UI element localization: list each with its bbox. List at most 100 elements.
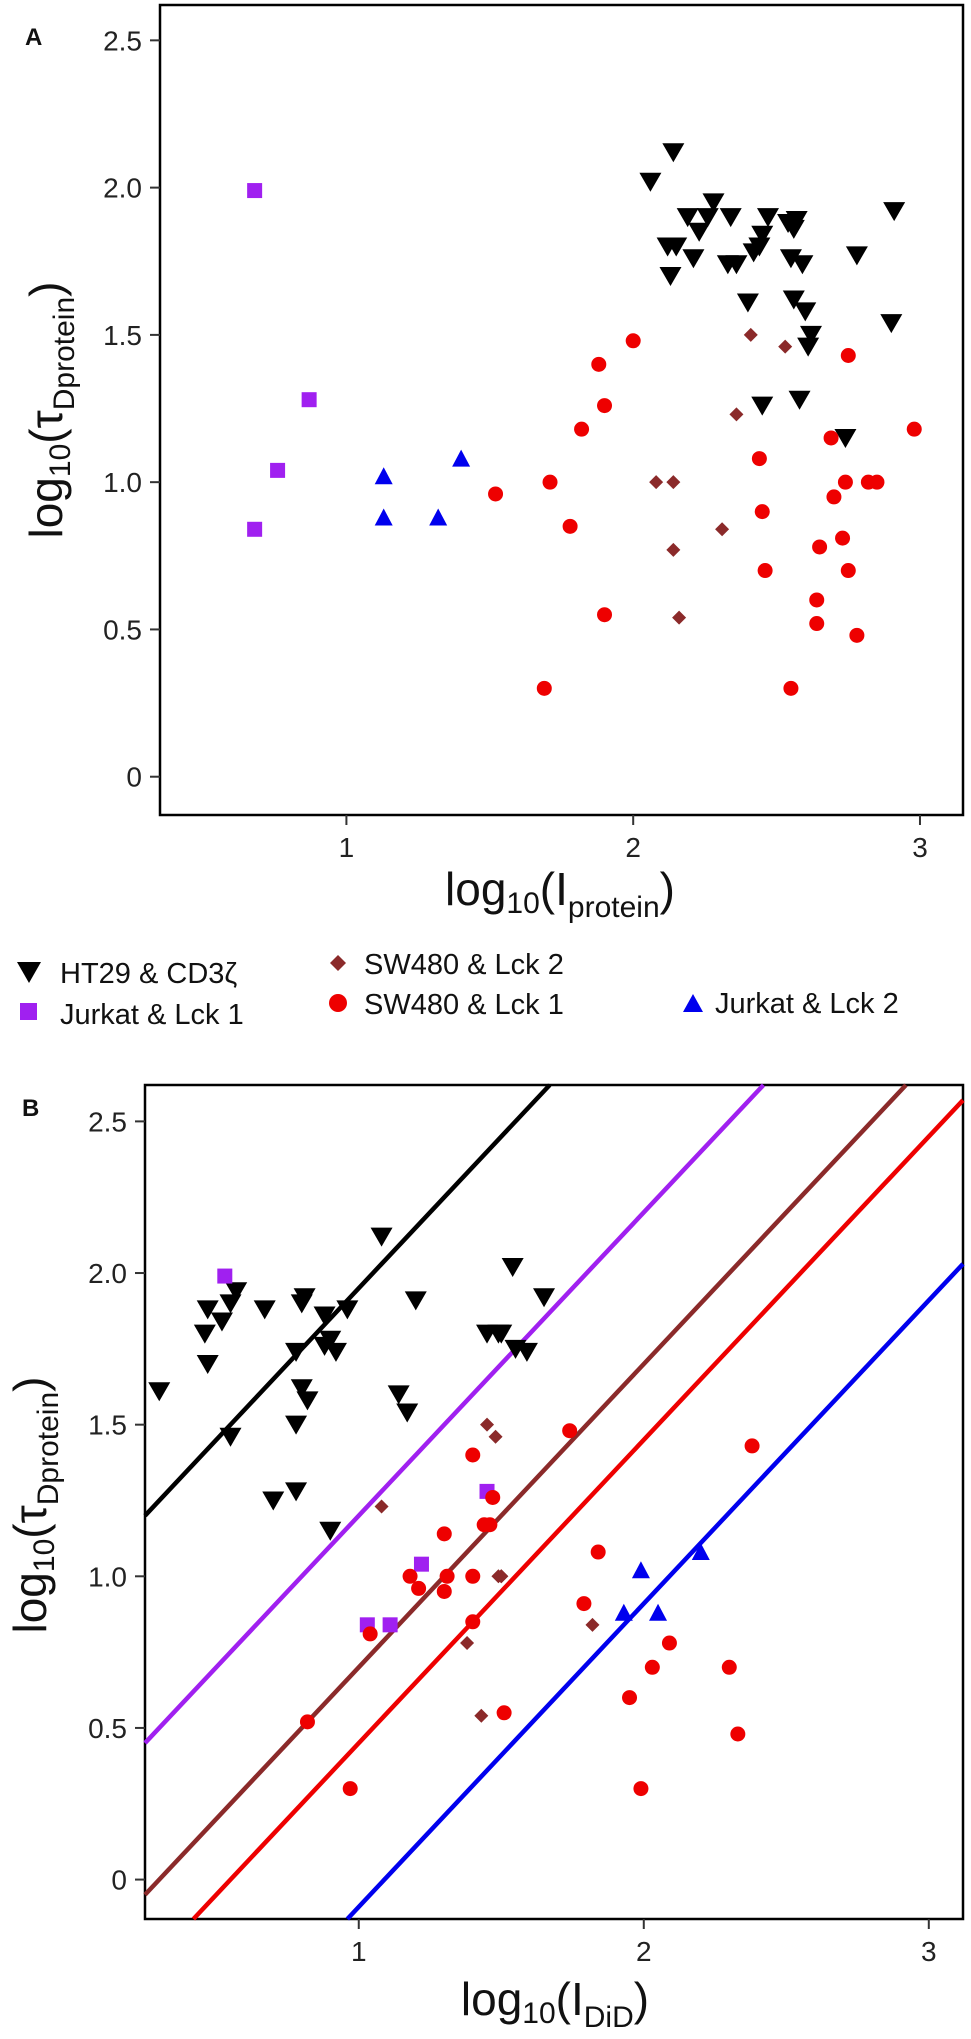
panel-a-point-ht29 xyxy=(834,428,857,448)
panel-a-point-ht29 xyxy=(639,172,662,192)
panel-b-point-ht29 xyxy=(290,1379,313,1399)
panel-a-point-sw480_1 xyxy=(823,430,839,446)
panel-b-point-ht29 xyxy=(533,1288,556,1308)
panel-a-point-sw480_1 xyxy=(835,530,851,546)
panel-b-point-sw480_1 xyxy=(485,1489,501,1505)
panel-b-point-sw480_2 xyxy=(474,1708,489,1723)
panel-a-point-ht29 xyxy=(659,266,682,286)
panel-b-point-jurkat2 xyxy=(631,1561,650,1579)
panel-b-y-tick-label: 1.5 xyxy=(88,1410,127,1441)
panel-b-fit-lines xyxy=(143,1083,965,1921)
panel-b-tag: B xyxy=(22,1095,39,1122)
panel-b-point-ht29 xyxy=(253,1300,276,1320)
panel-b-point-sw480_2 xyxy=(585,1617,600,1632)
panel-a-point-jurkat1 xyxy=(301,392,317,408)
panel-a: A 0 0.5 1.0 1.5 2.0 2.5 1 2 3 log10(Iprotein) l… xyxy=(20,3,965,924)
square-icon xyxy=(20,1003,37,1020)
panel-b-point-ht29 xyxy=(148,1382,171,1402)
panel-b-point-sw480_1 xyxy=(362,1626,378,1642)
panel-a-point-sw480_1 xyxy=(574,421,590,437)
panel-b-fit-line-jurkat2 xyxy=(345,1262,965,1921)
panel-a-point-sw480_1 xyxy=(840,563,856,579)
panel-b-point-sw480_2 xyxy=(460,1636,475,1651)
panel-b-point-jurkat2 xyxy=(614,1603,633,1621)
panel-a-point-ht29 xyxy=(788,390,811,410)
panel-a-point-sw480_2 xyxy=(715,522,730,537)
panel-b-point-sw480_1 xyxy=(439,1568,455,1584)
panel-a-point-ht29 xyxy=(725,255,748,275)
panel-b-point-ht29 xyxy=(404,1291,427,1311)
legend-label-sw480-1: SW480 & Lck 1 xyxy=(364,989,564,1021)
legend-label-jurkat2: Jurkat & Lck 2 xyxy=(715,988,899,1020)
panel-b-point-jurkat1 xyxy=(413,1556,429,1572)
panel-b-point-sw480_1 xyxy=(402,1568,418,1584)
panel-a-point-sw480_1 xyxy=(751,451,767,467)
panel-b-point-sw480_1 xyxy=(465,1568,481,1584)
panel-a-point-sw480_1 xyxy=(757,563,773,579)
triangle-down-icon xyxy=(17,962,41,983)
panel-a-point-jurkat2 xyxy=(374,467,393,485)
panel-a-point-sw480_2 xyxy=(666,475,681,490)
panel-b-point-ht29 xyxy=(285,1342,308,1362)
panel-a-y-tick-label: 2.0 xyxy=(103,173,142,204)
panel-b-point-sw480_2 xyxy=(480,1417,495,1432)
panel-b-point-sw480_2 xyxy=(494,1569,509,1584)
panel-a-point-ht29 xyxy=(662,143,685,163)
panel-b-point-ht29 xyxy=(501,1257,524,1277)
panel-b-fit-line-sw480_1 xyxy=(191,1098,965,1921)
panel-a-point-jurkat1 xyxy=(247,521,263,537)
panel-b-y-tick-label: 0 xyxy=(111,1865,127,1896)
panel-a-point-sw480_1 xyxy=(809,616,825,632)
panel-b-point-ht29 xyxy=(319,1521,342,1541)
panel-a-point-ht29 xyxy=(883,202,906,222)
panel-b-point-sw480_1 xyxy=(299,1714,315,1730)
panel-b-point-ht29 xyxy=(515,1342,538,1362)
panel-b-point-jurkat2 xyxy=(649,1603,668,1621)
panel-b-point-sw480_1 xyxy=(411,1580,427,1596)
legend-label-ht29: HT29 & CD3ζ xyxy=(60,958,237,990)
panel-a-point-sw480_2 xyxy=(666,542,681,557)
panel-b-x-tick-label: 2 xyxy=(636,1936,652,1967)
legend-item-jurkat1: Jurkat & Lck 1 xyxy=(20,999,244,1031)
panel-b-plot-frame xyxy=(143,1083,965,1921)
panel-a-point-ht29 xyxy=(682,249,705,269)
panel-a-y-axis-label: log10(τDprotein) xyxy=(20,282,81,539)
panel-a-point-jurkat2 xyxy=(452,449,471,467)
legend-item-jurkat2: Jurkat & Lck 2 xyxy=(683,988,899,1020)
panel-a-point-sw480_1 xyxy=(625,333,641,349)
panel-a-point-ht29 xyxy=(791,255,814,275)
panel-a-point-ht29 xyxy=(800,325,823,345)
panel-a-point-ht29 xyxy=(748,237,771,257)
panel-b-point-ht29 xyxy=(193,1324,216,1344)
panel-a-point-ht29 xyxy=(719,208,742,228)
panel-a-point-sw480_2 xyxy=(672,610,687,625)
panel-a-point-sw480_1 xyxy=(536,680,552,696)
panel-a-point-ht29 xyxy=(756,208,779,228)
panel-a-point-sw480_1 xyxy=(591,356,607,372)
panel-a-point-ht29 xyxy=(797,337,820,357)
panel-a-point-sw480_1 xyxy=(597,398,613,414)
panel-a-y-axis: 0 0.5 1.0 1.5 2.0 2.5 xyxy=(103,25,160,793)
panel-a-point-sw480_1 xyxy=(562,518,578,534)
panel-b-point-jurkat2 xyxy=(691,1543,710,1561)
panel-b-y-tick-label: 1.0 xyxy=(88,1561,127,1592)
panel-a-point-sw480_2 xyxy=(649,475,664,490)
panel-b-x-axis-label: log10(IDiD) xyxy=(461,1973,649,2034)
panel-a-x-tick-label: 3 xyxy=(912,832,928,863)
panel-a-point-sw480_1 xyxy=(809,592,825,608)
panel-a-point-sw480_1 xyxy=(488,486,504,502)
panel-b-x-tick-label: 3 xyxy=(921,1936,937,1967)
panel-b-point-ht29 xyxy=(313,1306,336,1326)
panel-a-point-sw480_2 xyxy=(743,327,758,342)
panel-b-point-sw480_1 xyxy=(661,1635,677,1651)
panel-b-point-ht29 xyxy=(225,1282,248,1302)
panel-b-point-sw480_1 xyxy=(590,1544,606,1560)
panel-b-point-sw480_1 xyxy=(482,1517,498,1533)
panel-b-point-sw480_1 xyxy=(496,1705,512,1721)
panel-b-point-sw480_1 xyxy=(744,1438,760,1454)
panel-b-point-sw480_1 xyxy=(436,1583,452,1599)
panel-a-y-tick-label: 1.5 xyxy=(103,320,142,351)
panel-b: B 0 0.5 1.0 1.5 2.0 2.5 1 2 3 log10(IDiD) log10… xyxy=(4,1083,965,2034)
panel-b-point-sw480_1 xyxy=(644,1659,660,1675)
panel-a-point-sw480_1 xyxy=(837,474,853,490)
